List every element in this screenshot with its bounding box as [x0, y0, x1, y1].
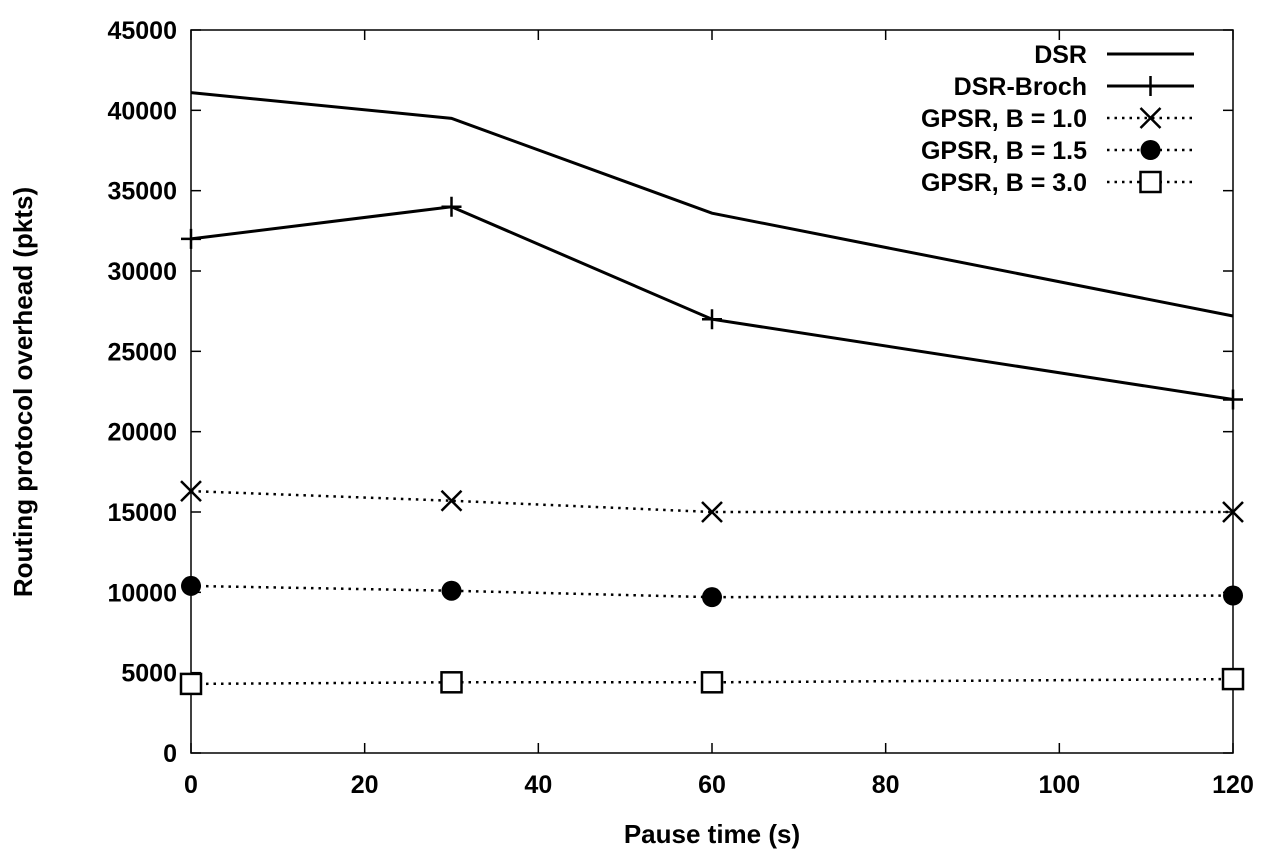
- x-tick-label: 40: [524, 771, 552, 799]
- axis-tick-labels: 0 20 40 60 80 100 120 0 5000 10000 15000 20000 25000…: [107, 17, 1253, 799]
- legend-entry: GPSR, B = 3.0: [921, 169, 1194, 197]
- data-point: [700, 671, 724, 694]
- y-tick-label: 20000: [107, 419, 177, 447]
- legend-entry: DSR-Broch: [954, 73, 1194, 101]
- series-line: [190, 489, 1233, 514]
- data-point: [1139, 170, 1162, 194]
- data-point: [1140, 140, 1161, 160]
- data-point: [1139, 107, 1162, 129]
- legend-entry: GPSR, B = 1.5: [921, 137, 1194, 165]
- data-point: [181, 228, 201, 249]
- series-line: [190, 205, 1234, 402]
- x-tick-label: 100: [1038, 771, 1080, 799]
- series-5: [179, 667, 1245, 696]
- x-tick-label: 60: [698, 771, 726, 799]
- y-tick-label: 35000: [107, 178, 177, 206]
- legend-label: GPSR, B = 1.0: [921, 105, 1087, 133]
- data-point: [441, 580, 462, 601]
- data-point: [441, 196, 462, 217]
- y-tick-label: 25000: [107, 338, 177, 366]
- series-1: [190, 91, 1234, 318]
- x-tick-label: 80: [872, 771, 900, 799]
- legend-entry: GPSR, B = 1.0: [921, 105, 1194, 133]
- legend-label: DSR: [1034, 41, 1087, 69]
- data-point: [179, 672, 203, 696]
- y-axis-label: Routing protocol overhead (pkts): [8, 187, 38, 597]
- y-tick-label: 30000: [107, 258, 177, 286]
- data-point: [181, 575, 201, 596]
- y-tick-label: 0: [163, 740, 177, 768]
- legend-entry: DSR: [1034, 41, 1194, 69]
- data-point: [701, 501, 723, 523]
- data-point: [1222, 501, 1244, 523]
- series-line: [190, 677, 1234, 686]
- y-tick-label: 5000: [121, 660, 177, 688]
- data-point: [1140, 76, 1161, 96]
- data-point: [440, 489, 463, 512]
- series-layer: [179, 91, 1245, 696]
- x-tick-label: 120: [1212, 771, 1254, 799]
- y-tick-label: 15000: [107, 499, 177, 527]
- legend-label: GPSR, B = 1.5: [921, 137, 1087, 165]
- data-point: [1223, 585, 1243, 606]
- legend-label: GPSR, B = 3.0: [921, 169, 1087, 197]
- y-tick-label: 45000: [107, 17, 177, 45]
- data-point: [1221, 667, 1245, 691]
- legend-label: DSR-Broch: [954, 73, 1087, 101]
- x-tick-label: 20: [351, 771, 379, 799]
- data-point: [702, 587, 722, 608]
- legend: DSR DSR-Broch GPSR, B = 1.0 GPSR, B = 1.5 GP…: [921, 41, 1194, 197]
- y-tick-label: 10000: [107, 579, 177, 607]
- series-4: [181, 575, 1243, 608]
- series-line: [190, 584, 1234, 599]
- y-tick-label: 40000: [107, 97, 177, 125]
- data-point: [180, 480, 202, 502]
- series-3: [180, 480, 1244, 523]
- data-point: [1223, 389, 1243, 410]
- x-tick-label: 0: [184, 771, 198, 799]
- data-point: [440, 671, 463, 694]
- series-2: [181, 196, 1243, 410]
- x-axis-label: Pause time (s): [624, 819, 800, 849]
- series-line: [190, 91, 1234, 318]
- data-point: [702, 309, 722, 330]
